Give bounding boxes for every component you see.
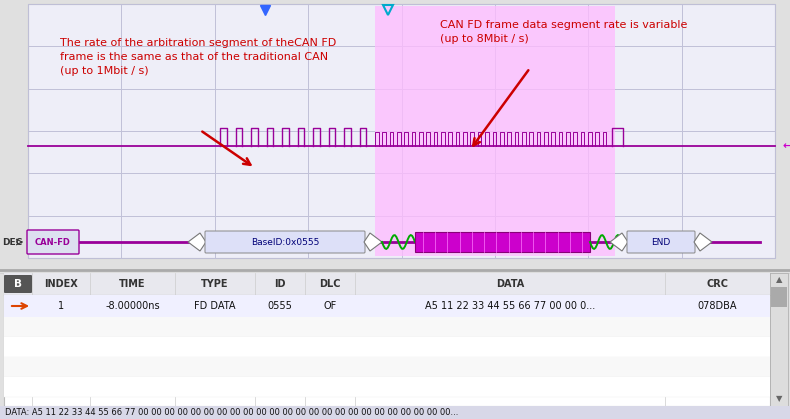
Bar (4, 357, 770, 377)
Polygon shape (610, 233, 628, 251)
Bar (4, 317, 770, 337)
Text: 1: 1 (58, 301, 64, 311)
Text: FD DATA: FD DATA (194, 301, 235, 311)
Text: ID: ID (274, 279, 286, 289)
Text: TIME: TIME (119, 279, 145, 289)
Text: DLC: DLC (319, 279, 340, 289)
Bar (4, 273, 770, 295)
Bar (771, 287, 787, 307)
Text: INDEX: INDEX (44, 279, 78, 289)
Bar (28, 4, 775, 258)
Text: The rate of the arbitration segment of theCAN FD
frame is the same as that of th: The rate of the arbitration segment of t… (60, 38, 337, 76)
Polygon shape (364, 233, 382, 251)
Text: 0555: 0555 (268, 301, 292, 311)
Text: BaseID:0x0555: BaseID:0x0555 (250, 238, 319, 246)
Text: ▲: ▲ (776, 276, 782, 285)
Text: DATA: DATA (496, 279, 524, 289)
Text: CAN-FD: CAN-FD (35, 238, 71, 246)
Text: B: B (14, 279, 22, 289)
Text: CRC: CRC (706, 279, 728, 289)
FancyBboxPatch shape (627, 231, 695, 253)
FancyBboxPatch shape (27, 230, 79, 254)
Bar (375, 6, 615, 256)
Bar (4, 377, 770, 397)
Polygon shape (694, 233, 712, 251)
Text: ← T: ← T (783, 141, 790, 151)
Bar (4, 295, 770, 317)
Text: END: END (652, 238, 671, 246)
Bar (770, 273, 788, 406)
Text: -8.00000ns: -8.00000ns (105, 301, 160, 311)
Text: TYPE: TYPE (201, 279, 229, 289)
Polygon shape (188, 233, 206, 251)
Text: 078DBA: 078DBA (698, 301, 737, 311)
FancyBboxPatch shape (4, 275, 32, 293)
Text: DEC: DEC (2, 238, 22, 246)
FancyBboxPatch shape (205, 231, 365, 253)
Bar (4, 337, 770, 357)
Text: DATA: A5 11 22 33 44 55 66 77 00 00 00 00 00 00 00 00 00 00 00 00 00 00 00 00 00: DATA: A5 11 22 33 44 55 66 77 00 00 00 0… (5, 408, 458, 417)
Bar (0, 406, 790, 419)
Bar (4, 273, 770, 406)
Text: A5 11 22 33 44 55 66 77 00 00 0...: A5 11 22 33 44 55 66 77 00 00 0... (425, 301, 595, 311)
Text: OF: OF (323, 301, 337, 311)
Text: ▼: ▼ (776, 395, 782, 403)
Text: CAN FD frame data segment rate is variable
(up to 8Mbit / s): CAN FD frame data segment rate is variab… (440, 20, 687, 44)
Bar (415, 232, 590, 252)
